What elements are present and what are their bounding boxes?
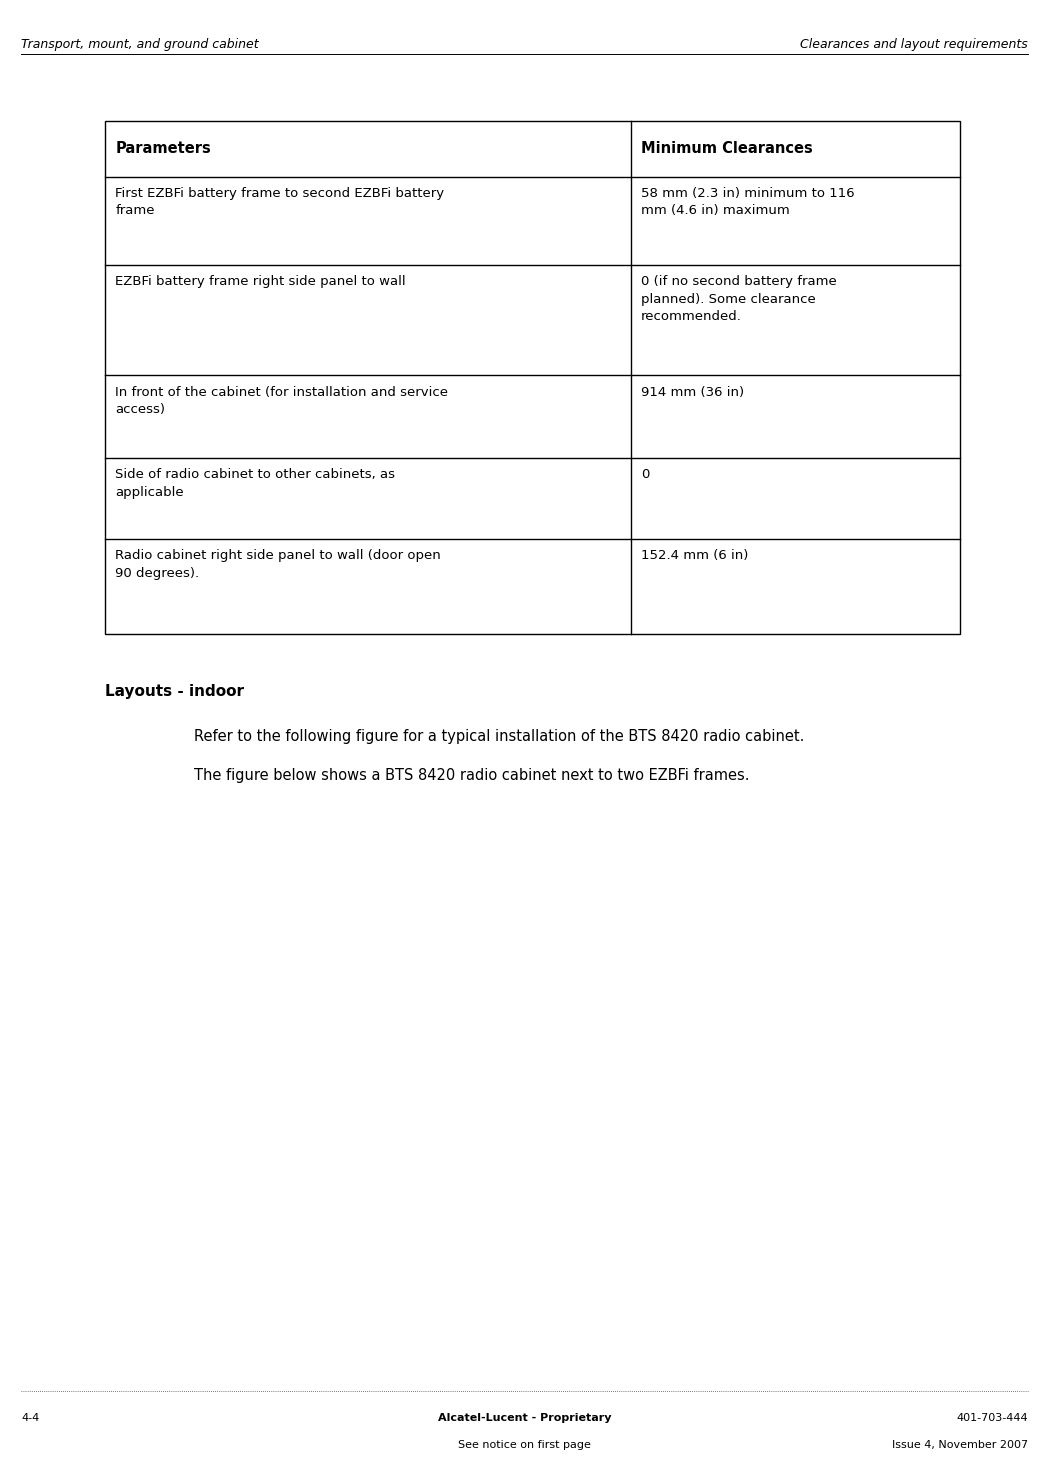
Text: First EZBFi battery frame to second EZBFi battery
frame: First EZBFi battery frame to second EZBF… [115, 187, 445, 218]
Text: Parameters: Parameters [115, 141, 211, 156]
Text: Transport, mount, and ground cabinet: Transport, mount, and ground cabinet [21, 38, 259, 52]
Text: Clearances and layout requirements: Clearances and layout requirements [800, 38, 1028, 52]
Text: 4-4: 4-4 [21, 1413, 39, 1423]
Text: Issue 4, November 2007: Issue 4, November 2007 [892, 1440, 1028, 1450]
Text: The figure below shows a BTS 8420 radio cabinet next to two EZBFi frames.: The figure below shows a BTS 8420 radio … [194, 768, 750, 783]
Text: 0: 0 [641, 468, 649, 481]
Text: Refer to the following figure for a typical installation of the BTS 8420 radio c: Refer to the following figure for a typi… [194, 729, 805, 743]
Text: Radio cabinet right side panel to wall (door open
90 degrees).: Radio cabinet right side panel to wall (… [115, 549, 442, 580]
Text: EZBFi battery frame right side panel to wall: EZBFi battery frame right side panel to … [115, 275, 406, 289]
Text: 914 mm (36 in): 914 mm (36 in) [641, 386, 745, 399]
Text: 58 mm (2.3 in) minimum to 116
mm (4.6 in) maximum: 58 mm (2.3 in) minimum to 116 mm (4.6 in… [641, 187, 855, 218]
Text: Alcatel-Lucent - Proprietary: Alcatel-Lucent - Proprietary [437, 1413, 612, 1423]
Text: 152.4 mm (6 in): 152.4 mm (6 in) [641, 549, 749, 562]
Text: Minimum Clearances: Minimum Clearances [641, 141, 813, 156]
Text: In front of the cabinet (for installation and service
access): In front of the cabinet (for installatio… [115, 386, 448, 417]
Text: See notice on first page: See notice on first page [458, 1440, 591, 1450]
Text: Layouts - indoor: Layouts - indoor [105, 684, 244, 699]
Text: 0 (if no second battery frame
planned). Some clearance
recommended.: 0 (if no second battery frame planned). … [641, 275, 837, 324]
Text: 401-703-444: 401-703-444 [957, 1413, 1028, 1423]
Text: Side of radio cabinet to other cabinets, as
applicable: Side of radio cabinet to other cabinets,… [115, 468, 395, 499]
Bar [105, 121, 960, 634]
